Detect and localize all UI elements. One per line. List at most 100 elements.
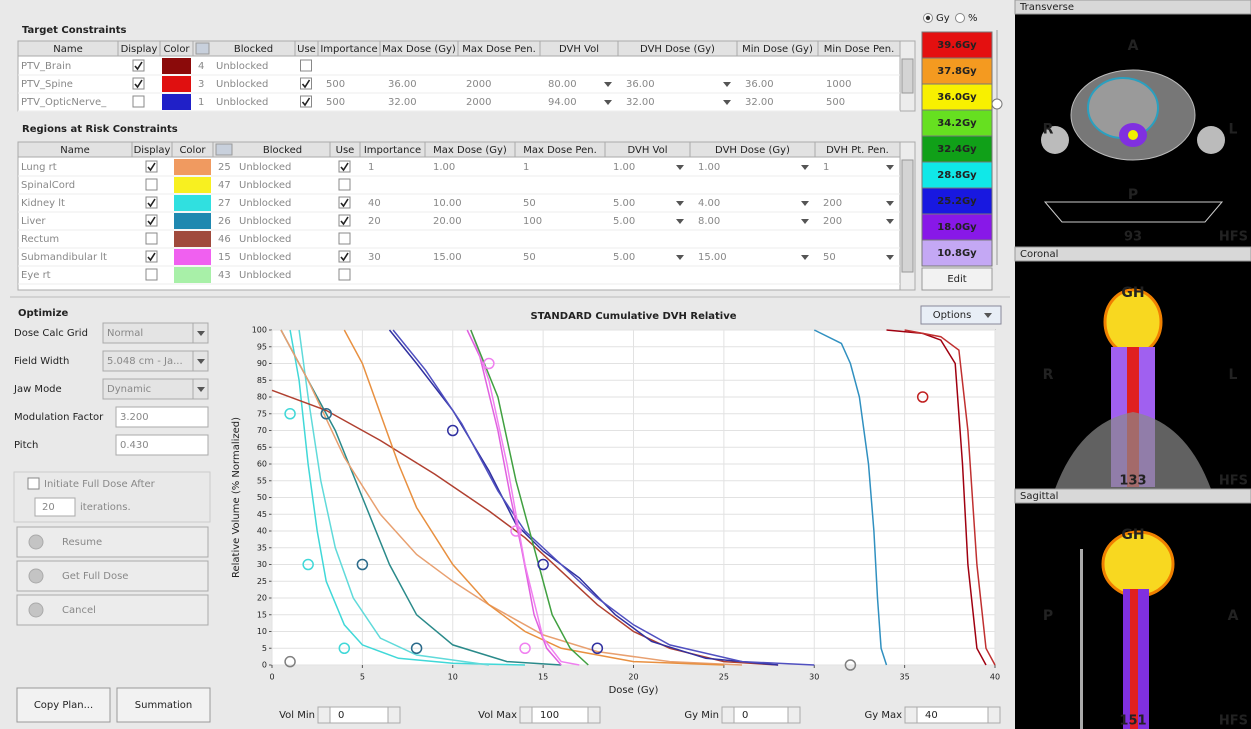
cell-value: 50 [523,252,536,263]
display-checkbox[interactable] [146,215,157,226]
field-value: Normal [107,328,143,339]
column-header: Max Dose (Gy) [382,44,456,55]
scroll-thumb[interactable] [902,59,913,93]
cell-value: 20 [368,216,381,227]
full-dose-label: Initiate Full Dose After [44,479,156,490]
use-checkbox[interactable] [301,60,312,71]
x-tick-label: 40 [990,673,1000,682]
display-checkbox[interactable] [146,197,157,208]
cell-value: 5.00 [613,198,635,209]
spin-down[interactable] [722,707,734,723]
display-checkbox[interactable] [146,161,157,172]
row-name: Liver [21,216,46,227]
color-swatch[interactable] [174,195,211,211]
couch-line [1080,549,1083,729]
color-swatch[interactable] [174,267,211,283]
chart-title: STANDARD Cumulative DVH Relative [530,311,736,322]
display-checkbox[interactable] [146,179,157,190]
column-header: DVH Dose (Gy) [640,44,715,55]
range-label: Gy Min [684,710,719,721]
y-tick-label: 80 [257,393,267,402]
cell-value: 10.00 [433,198,462,209]
color-swatch[interactable] [162,76,191,92]
action-button[interactable] [17,527,208,557]
button-label: Get Full Dose [62,571,128,582]
color-swatch[interactable] [174,249,211,265]
unit-option: Gy [936,13,950,24]
x-tick-label: 30 [809,673,819,682]
column-header: Max Dose Pen. [523,145,597,156]
orientation-label: GH [1121,285,1144,301]
row-name: Lung rt [21,162,57,173]
use-checkbox[interactable] [339,179,350,190]
spin-box[interactable] [905,707,1000,723]
orientation-label: R [1043,367,1054,383]
column-header: Blocked [234,44,273,55]
section-title: Target Constraints [22,25,126,36]
cell-value: 5.00 [613,216,635,227]
spin-down[interactable] [318,707,330,723]
orientation-label: R [1043,122,1054,138]
iterations-input[interactable] [35,498,75,516]
color-swatch[interactable] [174,159,211,175]
cell-value: 15.00 [698,252,727,263]
field-value: 0.430 [120,440,149,451]
display-checkbox[interactable] [133,96,144,107]
use-checkbox[interactable] [339,215,350,226]
scroll-thumb[interactable] [902,160,913,272]
color-swatch[interactable] [162,58,191,74]
full-dose-checkbox[interactable] [28,478,39,489]
color-swatch[interactable] [174,213,211,229]
unit-radio[interactable] [956,14,965,23]
spin-down[interactable] [520,707,532,723]
column-header: Importance [320,44,377,55]
cell-value: 1000 [826,79,851,90]
use-checkbox[interactable] [301,96,312,107]
cell-value: 4.00 [698,198,720,209]
action-button[interactable] [17,595,208,625]
color-swatch[interactable] [174,231,211,247]
range-label: Vol Min [279,710,315,721]
slider-knob[interactable] [992,99,1002,109]
use-checkbox[interactable] [339,269,350,280]
y-tick-label: 70 [257,426,267,435]
dose-level-label: 18.0Gy [937,222,977,233]
use-checkbox[interactable] [339,233,350,244]
use-checkbox[interactable] [301,78,312,89]
color-swatch[interactable] [162,94,191,110]
spin-down[interactable] [905,707,917,723]
y-tick-label: 10 [257,627,267,636]
x-tick-label: 35 [900,673,910,682]
display-checkbox[interactable] [146,269,157,280]
use-checkbox[interactable] [339,197,350,208]
cell-value: 32.00 [626,97,655,108]
field-value: Dynamic [107,384,151,395]
display-checkbox[interactable] [146,233,157,244]
y-tick-label: 25 [257,577,267,586]
blocked-state: Unblocked [239,252,291,263]
spin-up[interactable] [988,707,1000,723]
button-label: Summation [135,700,192,711]
row-order: 25 [218,162,231,173]
cell-value: 200 [823,216,842,227]
row-name: PTV_Spine [21,79,73,90]
spin-up[interactable] [588,707,600,723]
blocked-state: Unblocked [239,180,291,191]
spin-up[interactable] [388,707,400,723]
dose-level-label: 37.8Gy [937,66,977,77]
column-header: DVH Pt. Pen. [826,145,889,156]
spin-up[interactable] [788,707,800,723]
row-order: 15 [218,252,231,263]
use-checkbox[interactable] [339,251,350,262]
blocked-state: Unblocked [239,198,291,209]
display-checkbox[interactable] [133,78,144,89]
range-value: 100 [540,710,559,721]
display-checkbox[interactable] [146,251,157,262]
column-header: DVH Vol [627,145,667,156]
row-name: PTV_Brain [21,61,71,72]
use-checkbox[interactable] [339,161,350,172]
display-checkbox[interactable] [133,60,144,71]
color-swatch[interactable] [174,177,211,193]
cell-value: 20.00 [433,216,462,227]
field-label: Field Width [14,356,69,367]
